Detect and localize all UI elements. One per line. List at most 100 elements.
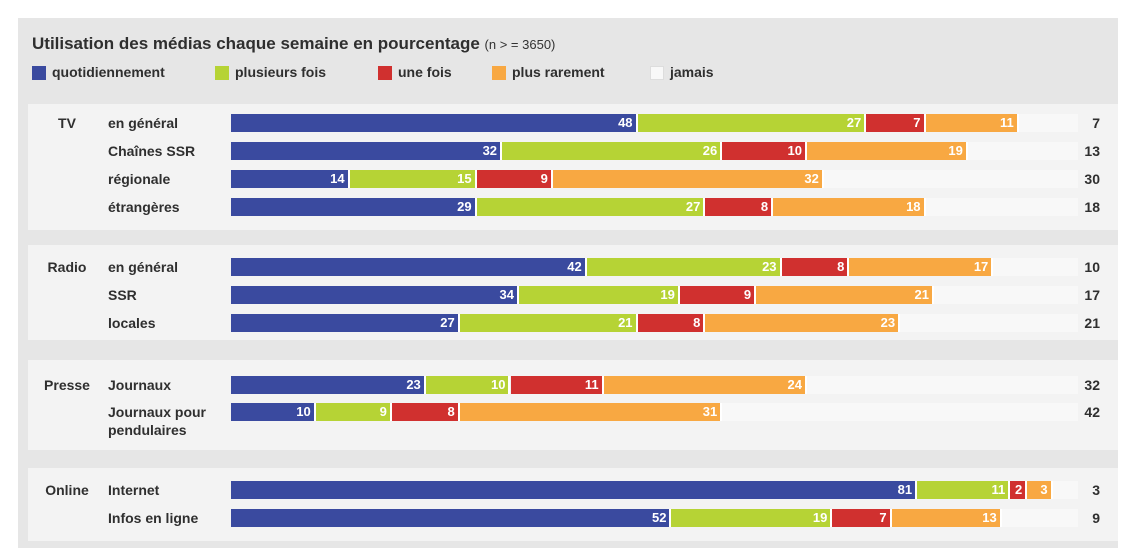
bar-segment: 21	[459, 314, 638, 332]
value-label: 81	[897, 482, 913, 497]
group-label: Presse	[44, 377, 90, 393]
value-label: 17	[973, 259, 989, 274]
bar-segment: 10	[231, 403, 316, 421]
bar-segment: 32	[552, 170, 824, 188]
value-label: 3	[1040, 482, 1048, 497]
bar-segment: 34	[231, 286, 519, 304]
chart-subtitle: (n > = 3650)	[484, 37, 556, 52]
value-label: 14	[330, 171, 345, 186]
legend-label: quotidiennement	[52, 64, 165, 80]
category-label: SSR	[108, 287, 137, 303]
bar-segment: 7	[866, 114, 926, 132]
category-label: en général	[108, 115, 179, 131]
bar-segment: 8	[781, 258, 850, 276]
value-label: 27	[440, 315, 455, 330]
bar-segment: 11	[925, 114, 1019, 132]
category-label: Journaux pour pendulaires	[108, 404, 207, 438]
category-label: Infos en ligne	[108, 510, 199, 526]
value-label: 19	[812, 510, 828, 525]
bar-segment: 27	[476, 198, 706, 216]
bar-segment	[1018, 114, 1078, 132]
bar-segment	[1001, 509, 1078, 527]
title-row: Utilisation des médias chaque semaine en…	[32, 34, 555, 54]
bar-segment: 52	[231, 509, 672, 527]
value-label: 52	[651, 510, 667, 525]
category-label: régionale	[108, 171, 171, 187]
bar-segment: 3	[1027, 481, 1053, 499]
bar-segment: 2	[1010, 481, 1028, 499]
value-label: 11	[991, 482, 1006, 497]
bar-segment: 32	[231, 142, 503, 160]
value-label: 7	[879, 510, 887, 525]
bar-segment: 42	[231, 258, 587, 276]
value-label: 23	[762, 259, 777, 274]
value-label: 32	[482, 143, 498, 158]
legend-label: une fois	[398, 64, 452, 80]
value-label: 17	[1084, 287, 1100, 303]
value-label: 21	[1084, 315, 1100, 331]
bar-segment: 21	[756, 286, 934, 304]
bar-segment: 29	[231, 198, 477, 216]
bar-segment: 13	[891, 509, 1002, 527]
value-label: 27	[685, 199, 701, 214]
category-label: Chaînes SSR	[108, 143, 196, 159]
bar-segment: 17	[849, 258, 994, 276]
value-label: 10	[296, 404, 311, 419]
value-label: 30	[1084, 171, 1100, 187]
value-label: 32	[1084, 377, 1100, 393]
bar-segment	[1052, 481, 1078, 499]
bar-segment	[900, 314, 1078, 332]
value-label: 34	[499, 287, 514, 302]
bar-segment: 8	[391, 403, 460, 421]
bar-segment: 26	[502, 142, 723, 160]
legend-swatch	[32, 66, 46, 80]
value-label: 21	[914, 287, 929, 302]
category-label: étrangères	[108, 199, 180, 215]
legend-swatch	[492, 66, 506, 80]
bar-segment: 81	[231, 481, 918, 499]
value-label: 27	[846, 115, 862, 130]
value-label: 9	[379, 404, 387, 419]
value-label: 13	[982, 510, 997, 525]
bar-segment	[934, 286, 1078, 304]
group-label: Radio	[47, 259, 87, 275]
value-label: 26	[702, 143, 718, 158]
group-label: TV	[58, 115, 76, 131]
bar-segment: 14	[231, 170, 350, 188]
value-label: 9	[743, 287, 752, 302]
bar-segment	[722, 403, 1078, 421]
value-label: 31	[702, 404, 718, 419]
bar-segment: 15	[349, 170, 477, 188]
bar-segment: 10	[722, 142, 807, 160]
value-label: 24	[787, 377, 802, 392]
bar-segment: 11	[917, 481, 1011, 499]
value-label: 10	[787, 143, 802, 158]
bar-segment	[823, 170, 1078, 188]
bar-segment: 27	[231, 314, 460, 332]
legend-swatch	[650, 66, 664, 80]
value-label: 19	[948, 143, 963, 158]
value-label: 15	[457, 171, 472, 186]
bar-segment: 19	[518, 286, 680, 304]
value-label: 10	[1084, 259, 1100, 275]
bar-segment: 19	[806, 142, 968, 160]
value-label: 8	[447, 404, 455, 419]
value-label: 48	[618, 115, 633, 130]
category-label: Internet	[108, 482, 160, 498]
value-label: 42	[1084, 404, 1100, 420]
value-label: 18	[1084, 199, 1100, 215]
bar-segment: 27	[637, 114, 867, 132]
bar-segment: 31	[459, 403, 723, 421]
value-label: 2	[1014, 482, 1023, 497]
category-label: Journaux	[108, 377, 172, 393]
bar-segment: 9	[315, 403, 392, 421]
value-label: 42	[567, 259, 582, 274]
value-label: 23	[406, 377, 421, 392]
legend-label: plusieurs fois	[235, 64, 327, 80]
bar-segment: 11	[510, 376, 604, 394]
value-label: 8	[837, 259, 845, 274]
value-label: 13	[1084, 143, 1100, 159]
bar-segment: 48	[231, 114, 638, 132]
value-label: 7	[913, 115, 921, 130]
